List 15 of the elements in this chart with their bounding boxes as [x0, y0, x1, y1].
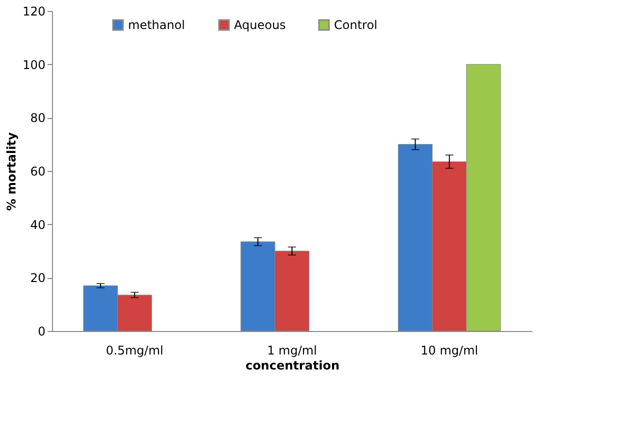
x-axis-title: concentration: [245, 358, 340, 372]
y-tick-label: 40: [30, 218, 46, 232]
y-tick-label: 0: [38, 324, 46, 338]
y-axis-title: % mortality: [4, 132, 19, 211]
legend-label: methanol: [128, 18, 186, 32]
legend-label: Control: [334, 18, 378, 32]
x-tick-label: 10 mg/ml: [420, 344, 478, 358]
y-tick-label: 20: [30, 271, 46, 286]
y-tick-label: 60: [30, 164, 46, 178]
x-tick-label: 1 mg/ml: [267, 344, 317, 358]
y-tick-label: 120: [22, 4, 46, 18]
y-tick-label: 100: [22, 58, 46, 72]
x-tick-label: 0.5mg/ml: [106, 344, 164, 358]
y-tick-label: 80: [30, 111, 46, 126]
legend-label: Aqueous: [234, 18, 286, 32]
